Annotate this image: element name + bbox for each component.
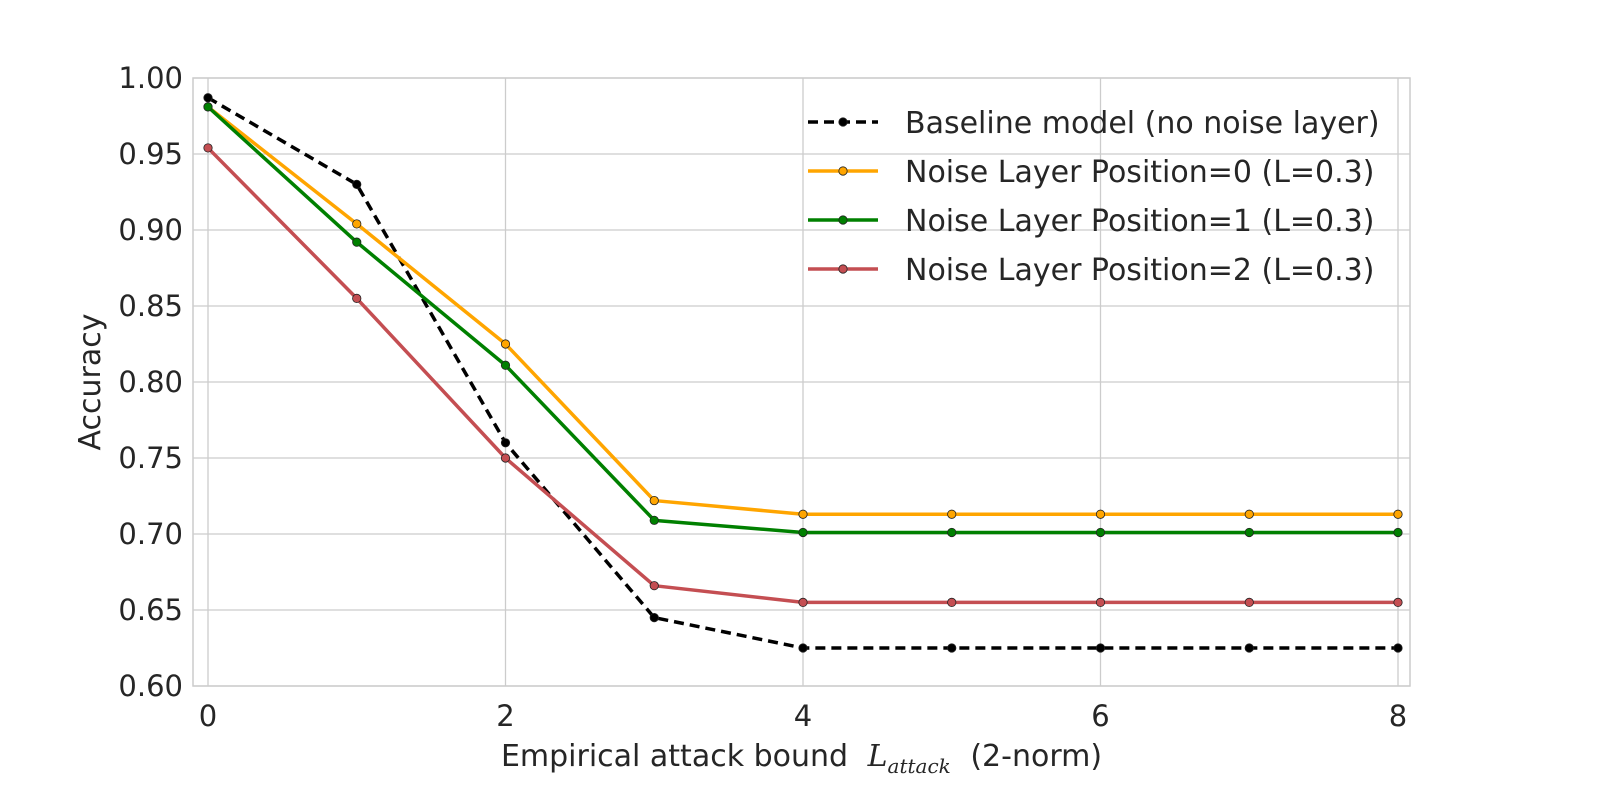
legend-label: Noise Layer Position=0 (L=0.3) bbox=[905, 155, 1374, 190]
data-point bbox=[1244, 509, 1254, 519]
x-tick-label: 4 bbox=[794, 699, 812, 733]
data-point bbox=[649, 612, 659, 623]
series-0 bbox=[203, 93, 1403, 653]
data-point bbox=[798, 643, 808, 653]
data-point bbox=[203, 93, 213, 103]
data-point bbox=[352, 179, 362, 189]
data-point bbox=[947, 597, 957, 608]
y-tick-label: 0.75 bbox=[118, 441, 183, 475]
data-point bbox=[352, 293, 362, 303]
data-point bbox=[500, 360, 511, 370]
data-point bbox=[1393, 643, 1403, 653]
legend-marker bbox=[838, 117, 848, 127]
x-axis-label-text: Empirical attack bound bbox=[501, 739, 848, 774]
data-point bbox=[352, 237, 362, 247]
x-tick-label: 6 bbox=[1091, 699, 1109, 733]
data-point bbox=[649, 515, 659, 525]
legend-label: Noise Layer Position=2 (L=0.3) bbox=[905, 253, 1374, 288]
y-tick-label: 0.85 bbox=[118, 289, 183, 323]
data-point bbox=[500, 453, 511, 463]
data-point bbox=[1393, 597, 1403, 608]
data-point bbox=[947, 509, 957, 519]
y-tick-label: 0.95 bbox=[118, 137, 183, 171]
legend-item-3: Noise Layer Position=2 (L=0.3) bbox=[808, 253, 1374, 288]
x-axis-label-symbol-sub: attack bbox=[888, 754, 951, 778]
legend-marker bbox=[838, 166, 848, 176]
x-axis-label-suffix: (2-norm) bbox=[970, 739, 1102, 774]
legend-item-0: Baseline model (no noise layer) bbox=[808, 106, 1380, 141]
data-point bbox=[1393, 527, 1403, 538]
legend-label: Noise Layer Position=1 (L=0.3) bbox=[905, 204, 1374, 239]
data-point bbox=[1095, 509, 1106, 519]
data-point bbox=[352, 219, 362, 229]
legend-item-2: Noise Layer Position=1 (L=0.3) bbox=[808, 204, 1374, 239]
data-point bbox=[798, 527, 808, 538]
data-point bbox=[798, 509, 808, 519]
data-point bbox=[500, 438, 511, 448]
legend-item-1: Noise Layer Position=0 (L=0.3) bbox=[808, 155, 1374, 190]
data-point bbox=[1393, 509, 1403, 519]
plot-area-frame bbox=[192, 77, 1411, 687]
data-point bbox=[203, 143, 213, 153]
data-point bbox=[649, 495, 659, 506]
legend-marker bbox=[838, 215, 848, 225]
y-tick-label: 0.60 bbox=[118, 669, 183, 703]
legend-label: Baseline model (no noise layer) bbox=[905, 106, 1380, 141]
legend-marker bbox=[838, 264, 848, 274]
data-point bbox=[947, 643, 957, 653]
series-2 bbox=[203, 102, 1403, 538]
y-tick-label: 0.90 bbox=[118, 213, 183, 247]
x-tick-label: 2 bbox=[496, 699, 514, 733]
data-point bbox=[1244, 643, 1254, 653]
y-tick-label: 0.80 bbox=[118, 365, 183, 399]
data-point bbox=[1095, 643, 1106, 653]
data-point bbox=[947, 527, 957, 538]
data-point bbox=[1244, 597, 1254, 608]
y-tick-label: 0.65 bbox=[118, 593, 183, 627]
x-tick-label: 8 bbox=[1389, 699, 1407, 733]
data-point bbox=[798, 597, 808, 608]
data-point bbox=[203, 102, 213, 112]
y-axis-label: Accuracy bbox=[73, 314, 108, 451]
x-tick-label: 0 bbox=[199, 699, 217, 733]
data-point bbox=[1244, 527, 1254, 538]
series-group bbox=[203, 93, 1403, 653]
y-tick-label: 0.70 bbox=[118, 517, 183, 551]
data-point bbox=[500, 339, 511, 349]
series-3 bbox=[203, 143, 1403, 608]
data-point bbox=[1095, 597, 1106, 608]
x-axis-label: Empirical attack bound Lattack (2-norm) bbox=[501, 739, 1102, 781]
x-axis-label-symbol: L bbox=[867, 739, 888, 774]
y-tick-label: 1.00 bbox=[118, 61, 183, 95]
tick-labels: 0 2 4 6 8 0.60 0.65 0.70 0.75 0.80 0.85 0.90 0.95 1.0… bbox=[118, 61, 1407, 733]
legend: Baseline model (no noise layer) Noise Lay… bbox=[808, 106, 1380, 288]
data-point bbox=[1095, 527, 1106, 538]
data-point bbox=[649, 581, 659, 591]
